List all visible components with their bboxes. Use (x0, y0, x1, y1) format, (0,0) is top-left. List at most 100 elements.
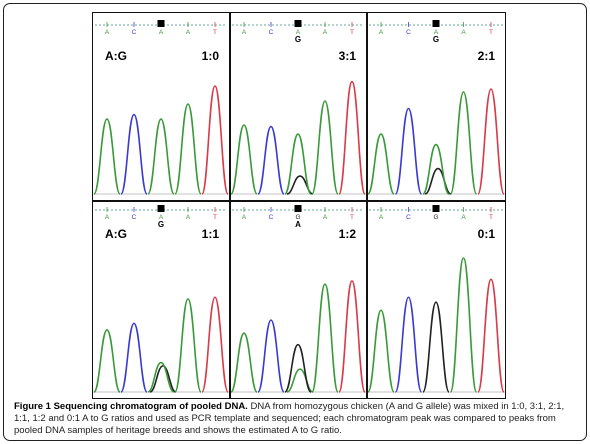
ratio-label: 2:1 (477, 49, 495, 63)
peak-C (394, 296, 423, 393)
horizontal-divider (93, 200, 505, 202)
base-call-label: T (350, 214, 354, 221)
peak-T (338, 80, 366, 195)
peak-A (174, 298, 202, 393)
snp-marker (432, 205, 440, 212)
base-call-label: C (406, 214, 411, 221)
snp-allele-label: A (295, 220, 301, 229)
peak-A (93, 329, 121, 393)
peak-A (284, 133, 312, 195)
peak-A (422, 143, 450, 195)
base-call-label: A (379, 214, 384, 221)
peak-T (201, 296, 229, 393)
base-call-label: A (159, 214, 164, 221)
base-call-label: T (350, 29, 354, 36)
peak-G (284, 343, 312, 393)
snp-marker (157, 20, 165, 27)
peak-A (449, 91, 478, 195)
base-call-label: T (213, 214, 217, 221)
base-call-label: A (296, 29, 301, 36)
peak-A (367, 309, 395, 393)
base-call-label: A (323, 214, 328, 221)
peak-C (257, 125, 285, 195)
base-call-label: A (159, 29, 164, 36)
base-call-label: G (433, 214, 438, 221)
peak-A (367, 133, 395, 195)
peak-T (477, 278, 505, 393)
ag-ratio-heading: A:G (105, 49, 127, 63)
ratio-label: 1:0 (201, 49, 219, 63)
chromatogram-trace: A C A A TG (230, 20, 366, 195)
base-call-label: A (242, 29, 247, 36)
chromatogram-trace: A C A A TG (93, 205, 229, 393)
peak-T (201, 85, 229, 195)
base-call-label: A (434, 29, 439, 36)
peak-A (311, 283, 339, 393)
base-call-label: C (269, 214, 274, 221)
chromatogram-panel-1-1: A C A A T G A:G 1:1 (93, 201, 229, 398)
base-call-label: T (213, 29, 217, 36)
peak-A (147, 361, 175, 393)
base-call-label: A (242, 214, 247, 221)
snp-allele-label: G (433, 35, 439, 44)
snp-marker (294, 205, 302, 212)
base-call-label: A (186, 29, 191, 36)
base-call-label: T (489, 29, 493, 36)
peak-A (230, 124, 258, 195)
base-call-label: A (379, 29, 384, 36)
peak-C (120, 322, 148, 393)
peak-A (311, 100, 339, 195)
vertical-divider-1 (229, 13, 231, 398)
base-call-label: A (105, 214, 110, 221)
snp-allele-label: G (295, 35, 301, 44)
ratio-label: 3:1 (338, 49, 356, 63)
peak-A (93, 118, 121, 195)
base-call-label: T (489, 214, 493, 221)
snp-allele-label: G (158, 220, 164, 229)
ratio-label: 1:2 (338, 227, 356, 241)
base-call-label: A (323, 29, 328, 36)
figure-caption: Figure 1 Sequencing chromatogram of pool… (14, 401, 580, 438)
peak-A (174, 103, 202, 195)
snp-marker (432, 20, 440, 27)
base-call-label: C (132, 29, 137, 36)
snp-marker (294, 20, 302, 27)
base-call-label: C (406, 29, 411, 36)
peak-G (422, 301, 450, 393)
base-call-label: A (186, 214, 191, 221)
ag-ratio-heading: A:G (105, 227, 127, 241)
base-call-label: G (295, 214, 300, 221)
base-call-label: C (132, 214, 137, 221)
ratio-label: 1:1 (201, 227, 219, 241)
peak-C (394, 107, 423, 195)
chromatogram-trace: A C G A TA (230, 205, 366, 393)
snp-marker (157, 205, 165, 212)
peak-A (449, 257, 478, 393)
peak-T (477, 88, 505, 195)
peak-C (120, 113, 148, 195)
peak-T (338, 280, 366, 393)
base-call-label: A (461, 214, 466, 221)
chromatogram-panel-2-1: A C A A T G 2:1 (367, 13, 505, 200)
peak-C (257, 319, 285, 393)
chromatogram-trace: A C A A TG (367, 20, 505, 195)
chromatogram-panel-3-1: A C A A T G 3:1 (230, 13, 366, 200)
ratio-label: 0:1 (477, 227, 495, 241)
chromatogram-panel-0-1: A C G A T 0:1 (367, 201, 505, 398)
caption-title: Figure 1 Sequencing chromatogram of pool… (14, 401, 248, 412)
secondary-peak (424, 167, 452, 195)
peak-A (147, 118, 175, 195)
chromatogram-panel-1-0: A C A A T A:G 1:0 (93, 13, 229, 200)
base-call-label: A (105, 29, 110, 36)
base-call-label: A (461, 29, 466, 36)
base-call-label: C (269, 29, 274, 36)
vertical-divider-2 (366, 13, 368, 398)
secondary-peak (149, 365, 177, 393)
peak-A (230, 332, 258, 393)
caption-body: DNA from homozygous chicken (A and G all… (14, 401, 565, 437)
